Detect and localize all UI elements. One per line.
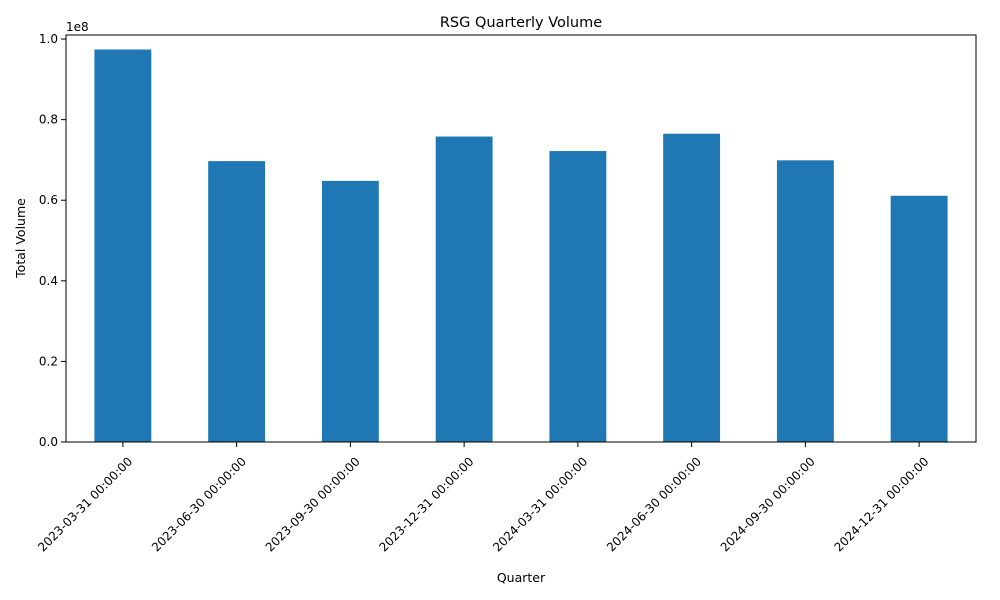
y-tick-label-5: 1.0 xyxy=(39,32,58,46)
y-axis-ticks: 0.0 0.2 0.4 0.6 0.8 1.0 xyxy=(39,32,66,449)
x-tick-label-2: 2023-09-30 00:00:00 xyxy=(263,454,363,554)
chart-title: RSG Quarterly Volume xyxy=(440,15,602,31)
x-tick-label-5: 2024-06-30 00:00:00 xyxy=(604,454,704,554)
y-axis-label: Total Volume xyxy=(13,198,28,279)
bar-5 xyxy=(663,133,721,442)
bar-2 xyxy=(321,180,379,442)
bars-group xyxy=(94,49,948,443)
y-tick-label-4: 0.8 xyxy=(39,113,58,127)
bar-0 xyxy=(94,49,152,443)
bar-4 xyxy=(549,151,607,442)
x-tick-label-7: 2024-12-31 00:00:00 xyxy=(831,454,931,554)
x-axis-ticks: 2023-03-31 00:00:00 2023-06-30 00:00:00 20… xyxy=(35,442,931,554)
y-tick-label-0: 0.0 xyxy=(39,435,58,449)
bar-6 xyxy=(776,160,834,442)
plot-frame xyxy=(65,34,977,443)
y-offset-label: 1e8 xyxy=(66,20,89,34)
x-tick-label-1: 2023-06-30 00:00:00 xyxy=(149,454,249,554)
y-tick-label-3: 0.6 xyxy=(39,193,58,207)
bar-3 xyxy=(435,136,493,442)
x-tick-label-3: 2023-12-31 00:00:00 xyxy=(376,454,476,554)
y-tick-label-2: 0.4 xyxy=(39,274,58,288)
x-tick-label-6: 2024-09-30 00:00:00 xyxy=(718,454,818,554)
x-tick-label-4: 2024-03-31 00:00:00 xyxy=(490,454,590,554)
x-axis-label: Quarter xyxy=(497,570,546,585)
bar-7 xyxy=(890,195,948,442)
x-tick-label-0: 2023-03-31 00:00:00 xyxy=(35,454,135,554)
bar-1 xyxy=(208,161,266,442)
y-tick-label-1: 0.2 xyxy=(39,354,58,368)
